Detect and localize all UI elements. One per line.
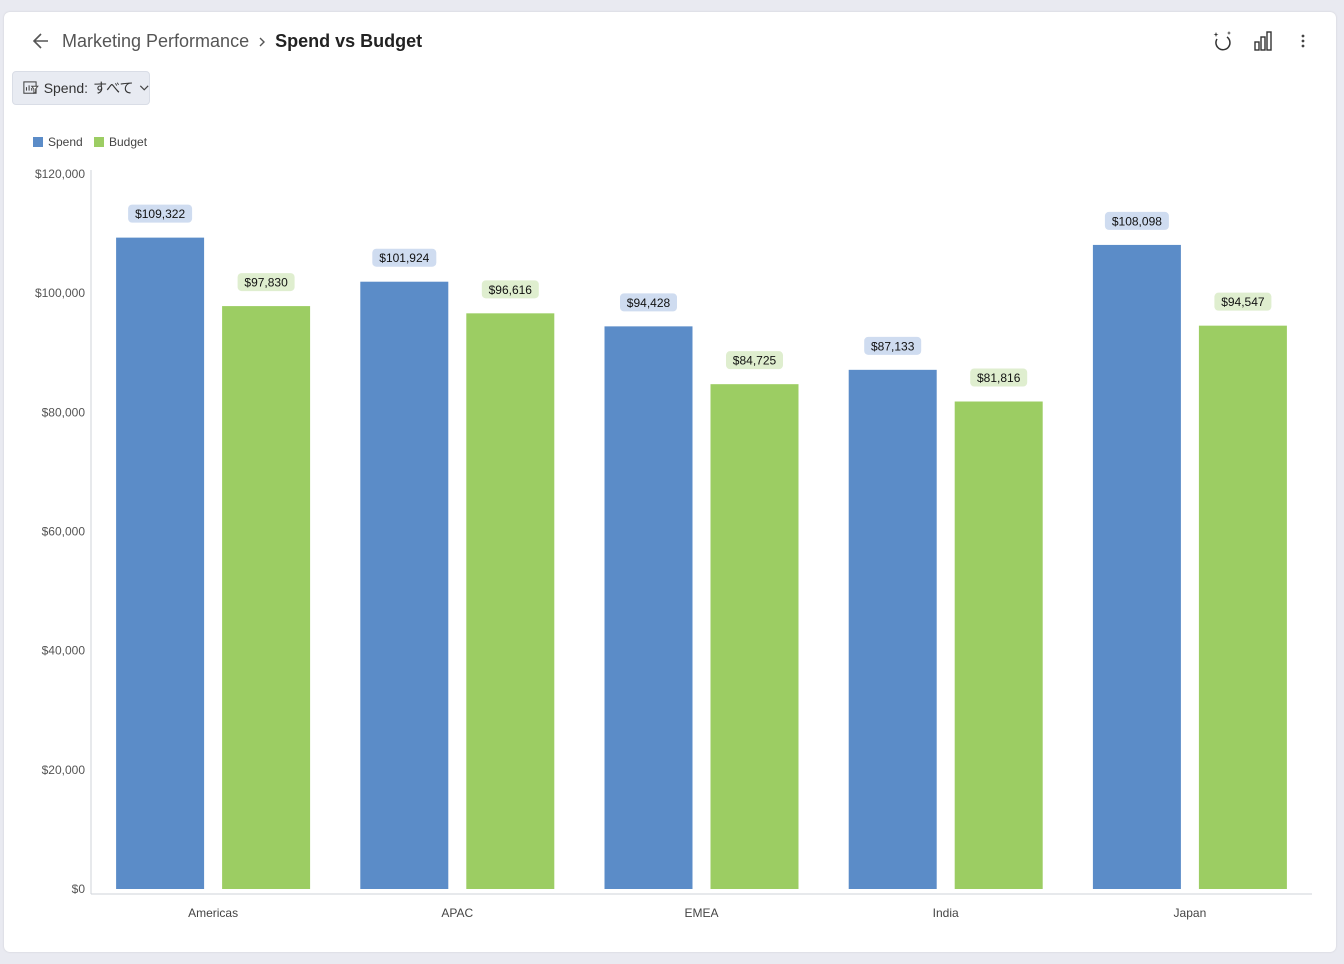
legend-swatch-spend <box>33 137 43 147</box>
data-label: $94,428 <box>627 296 671 310</box>
chart-area: Spend Budget $0 $20,000 $40,000 $60,000 $80,00… <box>4 122 1336 947</box>
y-tick-label: $40,000 <box>42 644 86 658</box>
bar-spend-japan <box>1092 244 1181 889</box>
filter-icon <box>23 81 39 95</box>
bar-chart: Spend Budget $0 $20,000 $40,000 $60,000 $80,00… <box>33 135 1312 920</box>
arrow-left-icon <box>32 33 48 49</box>
data-label: $81,816 <box>977 371 1021 385</box>
header: Marketing Performance Spend vs Budget <box>4 12 1336 68</box>
bar-budget-apac <box>466 313 555 889</box>
data-label: $94,547 <box>1221 295 1265 309</box>
x-tick-label: EMEA <box>684 906 718 920</box>
bar-budget-emea <box>710 384 799 889</box>
bar-spend-americas <box>116 237 205 890</box>
chevron-right-icon <box>257 36 267 48</box>
data-label-bg <box>481 280 539 299</box>
bar-chart-icon[interactable] <box>1252 30 1274 52</box>
bar-spend-emea <box>604 326 693 889</box>
x-tick-label: Japan <box>1174 906 1207 920</box>
data-label-bg <box>864 336 922 355</box>
bar-budget-india <box>954 401 1043 889</box>
chevron-down-icon <box>139 85 149 91</box>
data-label-bg <box>1104 211 1169 230</box>
data-label-bg <box>372 248 437 267</box>
breadcrumb-parent[interactable]: Marketing Performance <box>62 31 250 51</box>
x-tick-label: Americas <box>188 906 238 920</box>
filter-value: すべて <box>93 80 134 96</box>
data-label-bg <box>237 273 295 292</box>
y-tick-label: $100,000 <box>35 286 85 300</box>
spend-filter-chip[interactable]: Spend: すべて <box>12 71 150 105</box>
bar-spend-apac <box>360 281 449 889</box>
page-title: Spend vs Budget <box>275 31 423 51</box>
chart-card: Marketing Performance Spend vs Budget <box>4 12 1336 952</box>
legend-label-budget: Budget <box>109 135 148 149</box>
data-label: $108,098 <box>1112 214 1162 228</box>
data-label-bg <box>620 293 677 312</box>
y-tick-label: $120,000 <box>35 167 85 181</box>
y-tick-label: $60,000 <box>42 525 86 539</box>
data-label: $84,725 <box>733 354 777 368</box>
x-tick-label: APAC <box>441 906 473 920</box>
legend-label-spend: Spend <box>48 135 83 149</box>
more-vertical-icon[interactable] <box>1292 30 1314 52</box>
data-label: $87,133 <box>871 339 915 353</box>
y-tick-label: $80,000 <box>42 405 86 419</box>
y-tick-label: $0 <box>72 882 86 896</box>
data-label: $97,830 <box>244 276 288 290</box>
data-label: $109,322 <box>135 207 185 221</box>
bar-budget-japan <box>1198 325 1287 889</box>
bar-spend-india <box>848 369 937 889</box>
data-label-bg <box>128 204 193 223</box>
y-tick-label: $20,000 <box>42 763 86 777</box>
bar-budget-americas <box>222 306 311 889</box>
data-label-bg <box>970 368 1028 387</box>
data-label: $96,616 <box>489 283 533 297</box>
header-actions <box>1212 30 1314 52</box>
back-button[interactable] <box>28 28 54 54</box>
data-label-bg <box>726 351 783 370</box>
data-label-bg <box>1214 292 1272 311</box>
breadcrumb: Marketing Performance Spend vs Budget <box>62 31 422 52</box>
filter-label: Spend: <box>43 80 89 96</box>
x-tick-label: India <box>933 906 959 920</box>
legend-swatch-budget <box>94 137 104 147</box>
data-label: $101,924 <box>379 251 429 265</box>
ai-sparkle-icon[interactable] <box>1212 30 1234 52</box>
